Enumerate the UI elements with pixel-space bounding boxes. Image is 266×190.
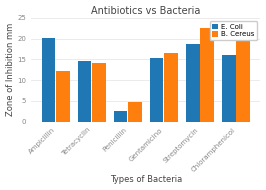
Bar xyxy=(56,71,70,122)
Bar xyxy=(41,38,55,122)
Bar xyxy=(92,63,106,122)
Legend: E. Coli, B. Cereus: E. Coli, B. Cereus xyxy=(210,21,257,40)
Bar xyxy=(164,53,178,122)
Y-axis label: Zone of Inhibition mm: Zone of Inhibition mm xyxy=(6,23,15,116)
Bar xyxy=(150,58,164,122)
Bar xyxy=(114,111,127,122)
X-axis label: Types of Bacteria: Types of Bacteria xyxy=(110,175,182,184)
Title: Antibiotics vs Bacteria: Antibiotics vs Bacteria xyxy=(91,6,201,16)
Bar xyxy=(200,28,214,122)
Bar xyxy=(236,22,250,122)
Bar xyxy=(128,102,142,122)
Bar xyxy=(78,61,92,122)
Bar xyxy=(186,44,200,122)
Bar xyxy=(222,55,236,122)
